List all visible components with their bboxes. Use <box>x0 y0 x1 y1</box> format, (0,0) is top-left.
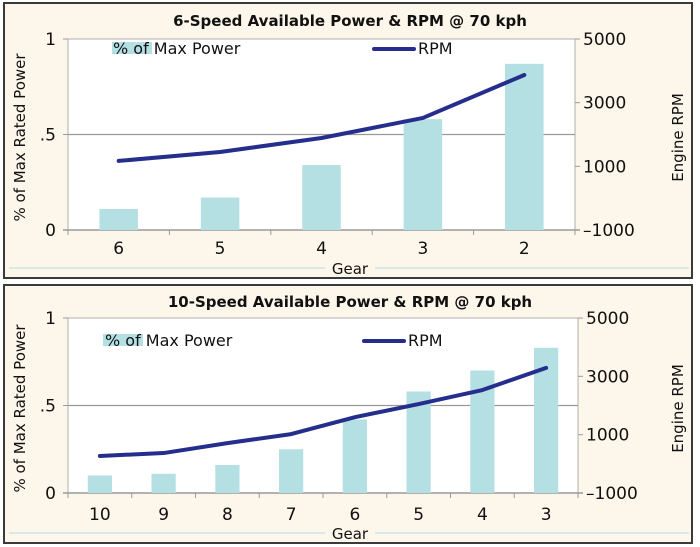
legend-swatch-power <box>112 42 152 54</box>
chart-panel-10-speed: 10-Speed Available Power & RPM @ 70 kph 0… <box>3 284 693 544</box>
x-axis-title: Gear <box>332 525 369 543</box>
y2-tick-label: –1000 <box>583 221 635 241</box>
y-tick-label: 1 <box>45 309 56 329</box>
bar-power <box>200 197 240 230</box>
y2-tick-label: 3000 <box>586 367 629 387</box>
bar-power <box>342 419 367 493</box>
x-tick-label: 2 <box>519 239 530 259</box>
bar-power <box>302 165 341 230</box>
x-tick-label: 8 <box>222 505 233 525</box>
y2-tick-label: 3000 <box>583 94 626 114</box>
y-axis-title: % of Max Rated Power <box>11 324 29 493</box>
x-tick-label: 5 <box>215 239 226 259</box>
y2-tick-label: 1000 <box>586 426 629 446</box>
y2-tick-label: 1000 <box>583 157 626 177</box>
x-tick-label: 6 <box>349 505 360 525</box>
x-tick-label: 5 <box>413 505 424 525</box>
y2-tick-label: –1000 <box>586 484 638 504</box>
bar-power <box>99 208 138 230</box>
x-tick-label: 10 <box>89 505 111 525</box>
x-tick-label: 6 <box>113 239 124 259</box>
x-tick-label: 3 <box>541 505 552 525</box>
bar-power <box>279 449 304 493</box>
bar-power <box>151 473 176 493</box>
y-tick-label: .5 <box>40 397 56 417</box>
y-tick-label: .5 <box>40 126 56 146</box>
x-tick-label: 4 <box>316 239 327 259</box>
y2-tick-label: 5000 <box>586 309 629 329</box>
bar-power <box>87 475 112 493</box>
x-axis-title: Gear <box>332 260 369 278</box>
y2-axis-title: Engine RPM <box>669 93 687 182</box>
legend-label-power: % of Max Power <box>113 39 241 58</box>
bar-power <box>215 465 240 493</box>
chart-title: 6-Speed Available Power & RPM @ 70 kph <box>173 12 527 30</box>
legend-label-rpm: RPM <box>418 39 453 58</box>
chart-title: 10-Speed Available Power & RPM @ 70 kph <box>168 293 532 311</box>
legend-swatch-power <box>103 334 143 346</box>
x-tick-label: 7 <box>286 505 297 525</box>
legend-label-rpm: RPM <box>408 331 443 350</box>
y-tick-label: 0 <box>45 221 56 241</box>
chart-panel-6-speed: 6-Speed Available Power & RPM @ 70 kph 0.… <box>3 2 693 279</box>
chart-6-speed: 6-Speed Available Power & RPM @ 70 kph 0.… <box>9 12 689 278</box>
bar-power <box>403 119 443 230</box>
bar-power <box>505 63 544 230</box>
y2-axis-title: Engine RPM <box>669 364 687 453</box>
rpm-line <box>97 365 549 458</box>
legend-label-power: % of Max Power <box>105 331 233 350</box>
y-axis-title: % of Max Rated Power <box>11 53 29 222</box>
y2-tick-label: 5000 <box>583 30 626 50</box>
y-tick-label: 0 <box>45 484 56 504</box>
y-tick-label: 1 <box>45 30 56 50</box>
bar-power <box>406 391 431 493</box>
x-tick-label: 3 <box>417 239 428 259</box>
x-tick-label: 9 <box>158 505 169 525</box>
x-tick-label: 4 <box>477 505 488 525</box>
chart-10-speed: 10-Speed Available Power & RPM @ 70 kph 0… <box>9 293 689 543</box>
